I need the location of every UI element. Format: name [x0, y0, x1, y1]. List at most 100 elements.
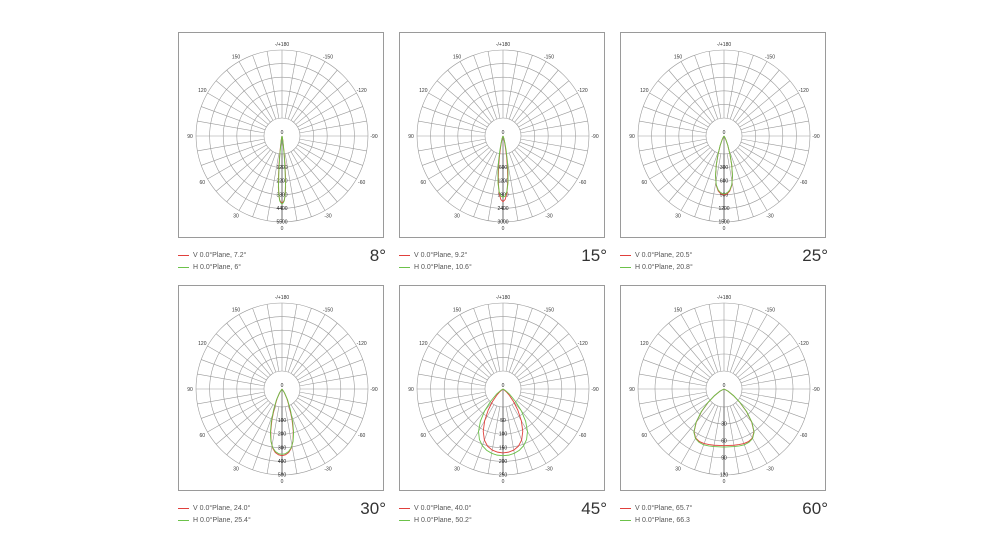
grid-spoke [418, 373, 486, 387]
grid-spoke [428, 397, 488, 433]
legend-entry-v: V 0.0°Plane, 9.2° [399, 250, 569, 261]
grid-spoke [657, 333, 711, 378]
angle-tick-label: 30 [675, 467, 681, 473]
grid-spoke [694, 152, 719, 217]
grid-spoke [293, 322, 338, 376]
grid-spoke [729, 405, 754, 470]
polar-svg-1: -/+180 -150 150 -120 120 -90 90 -60 60 -30 30 0 0 120… [187, 42, 378, 232]
radial-tick-label: 300 [278, 445, 287, 451]
grid-spoke [422, 106, 487, 131]
grid-spoke [428, 92, 488, 128]
grid-spoke [516, 400, 570, 445]
grid-spoke [668, 402, 713, 456]
grid-spoke [266, 51, 280, 119]
angle-tick-label: 90 [408, 134, 414, 140]
angle-tick-label: 120 [640, 341, 649, 347]
grid-spoke [729, 55, 754, 120]
grid-spoke [297, 92, 357, 128]
grid-spoke [735, 322, 780, 376]
legend-text-v: V 0.0°Plane, 20.5° [635, 252, 693, 259]
angle-tick-label: -150 [765, 54, 775, 60]
polar-plot-3: -/+180 -150 150 -120 120 -90 90 -60 60 -30 30 0 0 300… [620, 32, 826, 238]
radial-tick-label: 600 [720, 179, 729, 185]
grid-spoke [418, 391, 486, 405]
grid-spoke [505, 51, 519, 119]
grid-spoke [732, 61, 768, 121]
grid-spoke [511, 151, 547, 211]
center-label: 0 [502, 383, 505, 389]
grid-spoke [197, 373, 265, 387]
grid-spoke [252, 55, 277, 120]
grid-spoke [680, 404, 716, 464]
grid-spoke [505, 153, 519, 221]
angle-tick-label: 90 [187, 134, 193, 140]
grid-spoke [737, 333, 791, 378]
angle-tick-label: 60 [200, 180, 206, 186]
angle-tick-label: -30 [324, 214, 331, 220]
center-label: 0 [281, 383, 284, 389]
grid-spoke [739, 144, 799, 180]
grid-spoke [694, 55, 719, 120]
grid-spoke [680, 151, 716, 211]
radial-tick-label: 100 [278, 418, 287, 424]
grid-spoke [418, 138, 486, 152]
grid-spoke [252, 152, 277, 217]
grid-spoke [447, 69, 492, 123]
legend-text-h: H 0.0°Plane, 20.8° [635, 264, 693, 271]
legend-swatch-h [620, 267, 631, 268]
grid-spoke [680, 314, 716, 374]
grid-spoke [740, 141, 805, 166]
radial-tick-label: 2200 [276, 179, 287, 185]
angle-tick-label: 0 [502, 479, 505, 485]
series-h-plane-curve [478, 388, 528, 457]
grid-spoke [298, 106, 363, 131]
radial-tick-label: 1500 [718, 220, 729, 226]
grid-spoke [299, 120, 367, 134]
angle-tick-label: 120 [419, 341, 428, 347]
grid-spoke [519, 394, 584, 419]
angle-tick-label: -120 [357, 341, 367, 347]
angle-tick-label: -30 [545, 467, 552, 473]
grid-spoke [708, 153, 722, 221]
grid-spoke [293, 149, 338, 203]
grid-spoke [518, 345, 578, 381]
grid-spoke [735, 69, 780, 123]
legend-text-h: H 0.0°Plane, 10.6° [414, 264, 472, 271]
center-label: 0 [723, 383, 726, 389]
grid-spoke [739, 345, 799, 381]
grid-spoke [643, 359, 708, 384]
legend-5: V 0.0°Plane, 40.0° H 0.0°Plane, 50.2° [399, 503, 569, 527]
grid-spoke [226, 322, 271, 376]
angle-tick-label: 60 [421, 180, 427, 186]
angle-tick-label: -/+180 [717, 42, 732, 48]
grid-spoke [299, 391, 367, 405]
grid-spoke [518, 144, 578, 180]
grid-spoke [287, 55, 312, 120]
series-h-plane-curve [497, 135, 509, 198]
legend-entry-h: H 0.0°Plane, 6° [178, 262, 348, 273]
legend-swatch-v [399, 255, 410, 256]
angle-tick-label: 60 [421, 433, 427, 439]
grid-spoke [639, 120, 707, 134]
grid-spoke [657, 147, 711, 192]
grid-spoke [284, 406, 298, 474]
legend-entry-h: H 0.0°Plane, 20.8° [620, 262, 790, 273]
angle-tick-label: -30 [766, 214, 773, 220]
grid-spoke [740, 394, 805, 419]
angle-tick-label: -150 [544, 54, 554, 60]
chart-panel-1: -/+180 -150 150 -120 120 -90 90 -60 60 -30 30 0 0 120… [178, 32, 386, 278]
legend-entry-h: H 0.0°Plane, 66.3 [620, 515, 790, 526]
grid-spoke [741, 120, 809, 134]
grid-spoke [473, 55, 498, 120]
angle-tick-label: -/+180 [496, 295, 511, 301]
grid-spoke [207, 345, 267, 381]
legend-6: V 0.0°Plane, 65.7° H 0.0°Plane, 66.3 [620, 503, 790, 527]
grid-spoke [680, 61, 716, 121]
grid-spoke [299, 373, 367, 387]
grid-spoke [505, 304, 519, 372]
grid-spoke [487, 153, 501, 221]
grid-spoke [735, 149, 780, 203]
center-label: 0 [502, 130, 505, 136]
grid-spoke [511, 404, 547, 464]
grid-spoke [514, 69, 559, 123]
